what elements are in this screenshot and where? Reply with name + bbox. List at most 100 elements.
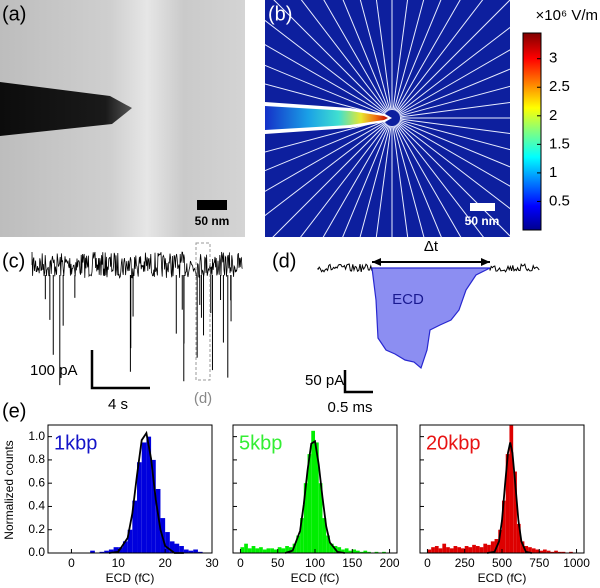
bar bbox=[546, 550, 551, 553]
bar bbox=[348, 550, 353, 553]
colorbar-tick-label: 1 bbox=[549, 164, 557, 181]
field-line bbox=[393, 125, 425, 237]
bar bbox=[382, 551, 386, 553]
scale-bar-label: 50 nm bbox=[195, 214, 230, 228]
bar bbox=[516, 523, 521, 553]
bar bbox=[197, 551, 203, 553]
bar bbox=[169, 541, 175, 553]
y-tick-label: 0.2 bbox=[28, 522, 45, 536]
time-scale: 0.5 ms bbox=[327, 399, 372, 416]
field-line bbox=[399, 118, 510, 135]
bar bbox=[520, 541, 525, 553]
bar bbox=[285, 546, 289, 553]
baseline bbox=[489, 263, 540, 273]
field-line bbox=[300, 124, 388, 237]
x-tick-label: 0 bbox=[237, 556, 244, 570]
field-line bbox=[395, 0, 461, 112]
bar bbox=[431, 547, 435, 553]
bar bbox=[155, 489, 161, 553]
bar bbox=[288, 547, 293, 553]
field-line bbox=[399, 119, 510, 151]
y-tick-label: 1.0 bbox=[28, 429, 45, 443]
bar bbox=[127, 529, 133, 553]
bar bbox=[108, 549, 114, 553]
bar bbox=[543, 549, 547, 553]
bar bbox=[141, 442, 147, 553]
field-line bbox=[399, 101, 510, 118]
bar bbox=[113, 547, 119, 553]
bar bbox=[262, 549, 267, 553]
bar bbox=[99, 551, 105, 553]
bar bbox=[244, 543, 248, 553]
series-label: 5kbp bbox=[239, 432, 282, 454]
bar bbox=[554, 550, 558, 553]
panel-label: (b) bbox=[268, 3, 292, 25]
field-line bbox=[272, 123, 387, 237]
bar bbox=[315, 442, 319, 553]
bar bbox=[322, 518, 327, 553]
bar bbox=[550, 551, 555, 553]
pipette-field bbox=[265, 106, 388, 130]
bar bbox=[318, 483, 323, 553]
bar bbox=[528, 547, 532, 553]
bar bbox=[374, 551, 379, 553]
field-line bbox=[265, 122, 386, 217]
bar bbox=[341, 549, 345, 553]
scale-bar bbox=[197, 200, 227, 210]
fit-curve bbox=[108, 430, 184, 554]
panel-label: (a) bbox=[2, 3, 26, 25]
colorbar-tick-label: 1.5 bbox=[549, 135, 570, 152]
field-line bbox=[397, 123, 510, 237]
field-line bbox=[398, 121, 510, 187]
field-line bbox=[398, 26, 510, 114]
scale-bar bbox=[470, 203, 495, 211]
bar bbox=[446, 547, 450, 553]
bar bbox=[359, 551, 364, 553]
bar bbox=[531, 548, 536, 553]
x-axis-label: ECD (fC) bbox=[478, 571, 527, 585]
current-scale: 100 pA bbox=[30, 362, 78, 379]
bar bbox=[569, 551, 573, 553]
bar bbox=[438, 548, 443, 553]
field-line bbox=[392, 0, 409, 111]
field-line bbox=[399, 68, 510, 116]
bar bbox=[457, 547, 461, 553]
y-tick-label: 0.6 bbox=[28, 475, 45, 489]
colorbar-tick-label: 0.5 bbox=[549, 192, 570, 209]
baseline bbox=[317, 263, 373, 273]
bar bbox=[475, 546, 480, 553]
time-scale: 4 s bbox=[108, 396, 128, 413]
bar bbox=[270, 548, 274, 553]
field-line bbox=[265, 121, 386, 192]
panel-label: (e) bbox=[2, 400, 26, 422]
duration-label: Δt bbox=[424, 238, 439, 255]
noise-band bbox=[31, 251, 243, 279]
bar bbox=[188, 550, 194, 553]
colorbar bbox=[522, 32, 542, 231]
bar bbox=[146, 436, 152, 553]
x-tick-label: 0 bbox=[68, 556, 75, 570]
field-line bbox=[393, 0, 425, 111]
current-scale: 50 pA bbox=[305, 372, 344, 389]
field-line bbox=[342, 0, 390, 111]
bar bbox=[363, 550, 368, 553]
x-tick-label: 500 bbox=[492, 556, 512, 570]
bar bbox=[356, 550, 360, 553]
bar bbox=[300, 518, 304, 553]
series-label: 20kbp bbox=[426, 432, 481, 454]
scale-bar bbox=[343, 370, 373, 394]
bar bbox=[247, 548, 252, 553]
field-line bbox=[342, 125, 390, 237]
colorbar-tick-label: 3 bbox=[549, 50, 557, 67]
bar bbox=[137, 462, 142, 553]
bar bbox=[513, 471, 517, 553]
current-trace bbox=[31, 251, 243, 386]
bar bbox=[193, 549, 198, 553]
field-line bbox=[394, 0, 442, 111]
bar bbox=[468, 547, 473, 553]
field-line bbox=[397, 0, 510, 113]
field-line bbox=[399, 85, 510, 117]
y-axis-label: Normalized counts bbox=[2, 440, 16, 539]
panel-label: (c) bbox=[2, 250, 25, 272]
bar bbox=[427, 549, 432, 553]
